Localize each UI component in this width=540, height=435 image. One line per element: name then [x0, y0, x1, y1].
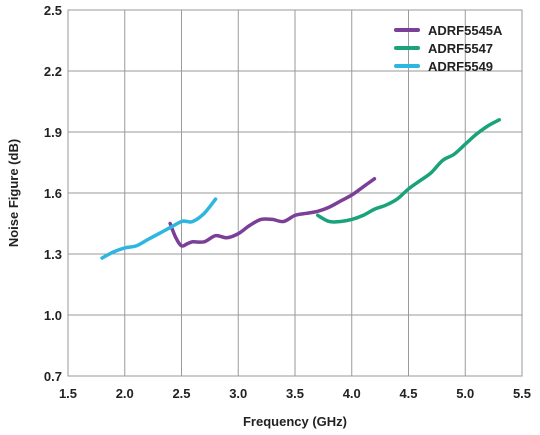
series-line-adrf5547 [315, 118, 502, 224]
series-line-adrf5549 [100, 197, 218, 260]
x-tick-label: 4.0 [343, 386, 361, 401]
x-tick-label: 5.0 [456, 386, 474, 401]
x-tick-label: 5.5 [513, 386, 531, 401]
y-tick-label: 1.9 [44, 125, 62, 140]
y-axis-title: Noise Figure (dB) [6, 139, 21, 247]
x-tick-label: 2.5 [172, 386, 190, 401]
plot-frame [67, 9, 523, 377]
legend-label: ADRF5545A [428, 23, 503, 38]
x-axis-ticks: 1.5 2.0 2.5 3.0 3.5 4.0 4.5 5.0 5.5 [59, 386, 531, 401]
y-tick-label: 2.5 [44, 3, 62, 18]
x-tick-label: 3.5 [286, 386, 304, 401]
x-tick-label: 3.0 [229, 386, 247, 401]
legend-label: ADRF5547 [428, 41, 493, 56]
series-line-adrf5545a [168, 177, 377, 248]
x-axis-title: Frequency (GHz) [243, 414, 347, 429]
y-tick-label: 0.7 [44, 369, 62, 384]
y-axis-ticks: 0.7 1.0 1.3 1.6 1.9 2.2 2.5 [44, 3, 62, 384]
series-layer [100, 118, 502, 260]
legend-label: ADRF5549 [428, 59, 493, 74]
legend: ADRF5545A ADRF5547 ADRF5549 [394, 23, 503, 74]
y-tick-label: 2.2 [44, 64, 62, 79]
x-tick-label: 2.0 [116, 386, 134, 401]
y-tick-label: 1.6 [44, 186, 62, 201]
y-tick-label: 1.3 [44, 247, 62, 262]
x-tick-label: 4.5 [399, 386, 417, 401]
x-tick-label: 1.5 [59, 386, 77, 401]
y-tick-label: 1.0 [44, 308, 62, 323]
